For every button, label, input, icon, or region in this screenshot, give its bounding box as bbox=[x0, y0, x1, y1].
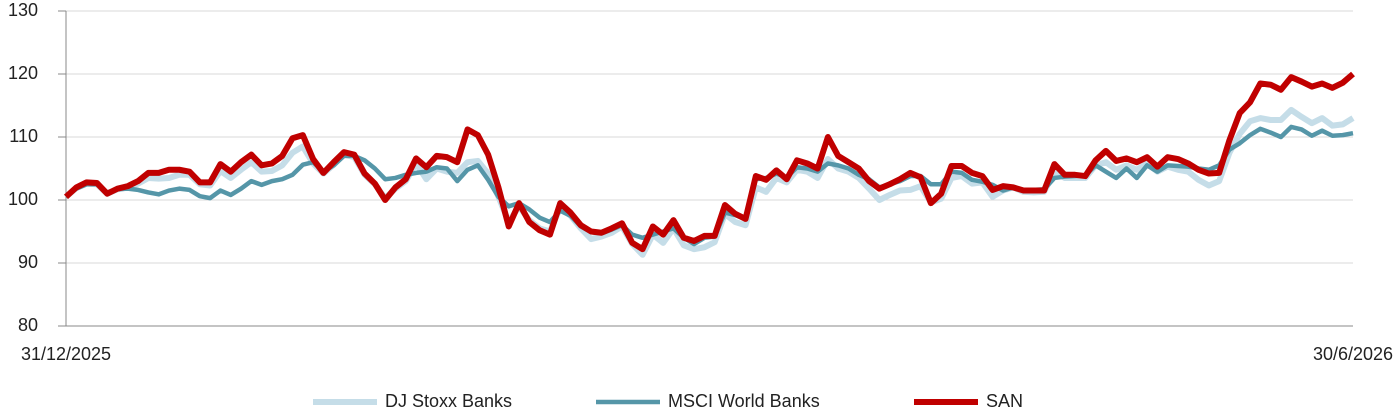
y-tick-label: 100 bbox=[8, 189, 38, 209]
y-tick-label: 80 bbox=[18, 315, 38, 335]
x-tick-label: 30/6/2026 bbox=[1313, 344, 1393, 364]
y-tick-label: 110 bbox=[9, 126, 38, 146]
legend-label: MSCI World Banks bbox=[668, 391, 820, 411]
legend-label: DJ Stoxx Banks bbox=[385, 391, 512, 411]
series-line bbox=[63, 71, 1355, 253]
series-line bbox=[64, 124, 1354, 247]
legend-label: SAN bbox=[986, 391, 1023, 411]
y-tick-label: 90 bbox=[18, 252, 38, 272]
x-tick-label: 31/12/2025 bbox=[21, 344, 111, 364]
y-tick-label: 130 bbox=[8, 0, 38, 20]
y-tick-label: 120 bbox=[8, 63, 38, 83]
series-line bbox=[64, 106, 1355, 258]
